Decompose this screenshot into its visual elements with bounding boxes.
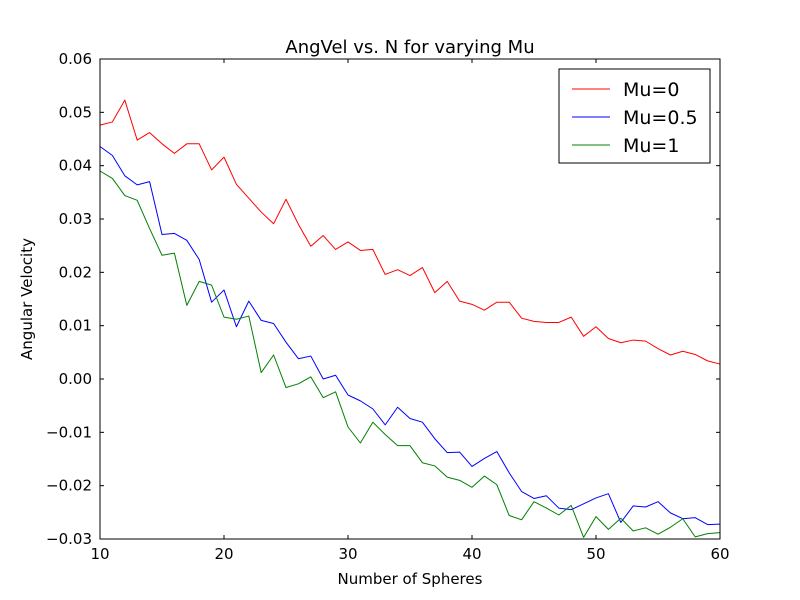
- series-line-1: [99, 146, 721, 526]
- legend-box: [558, 68, 711, 164]
- series-line-0: [99, 99, 721, 365]
- y-tick-label: 0.05: [59, 103, 92, 121]
- y-axis-label: Angular Velocity: [18, 238, 36, 360]
- x-tick-label: 20: [214, 545, 233, 563]
- y-tick-label: −0.01: [46, 423, 92, 441]
- y-tick-label: −0.02: [46, 477, 92, 495]
- legend: Mu=0 Mu=0.5 Mu=1: [558, 68, 711, 164]
- x-tick-label: 10: [90, 545, 109, 563]
- series-line-2: [99, 170, 721, 538]
- x-axis-label: Number of Spheres: [338, 570, 483, 588]
- ticks-layer: 10 20 30 40 50 60 −0.03 −0.02 −0.01 0.00 0.01 0.02 0…: [46, 50, 730, 563]
- legend-label-1: Mu=0.5: [623, 107, 698, 129]
- chart-title: AngVel vs. N for varying Mu: [285, 37, 534, 58]
- y-tick-label: 0.01: [59, 317, 92, 335]
- legend-label-0: Mu=0: [623, 79, 679, 101]
- x-tick-label: 40: [462, 545, 481, 563]
- y-tick-label: 0.02: [59, 263, 92, 281]
- legend-label-2: Mu=1: [623, 135, 679, 157]
- y-tick-label: −0.03: [46, 530, 92, 548]
- x-tick-label: 50: [586, 545, 605, 563]
- series-layer: [99, 99, 721, 538]
- x-tick-label: 30: [338, 545, 357, 563]
- y-tick-label: 0.03: [59, 210, 92, 228]
- plot-frame: [99, 58, 721, 540]
- y-tick-label: 0.06: [59, 50, 92, 68]
- x-tick-label: 60: [710, 545, 729, 563]
- y-tick-label: 0.00: [59, 370, 92, 388]
- y-tick-label: 0.04: [59, 157, 92, 175]
